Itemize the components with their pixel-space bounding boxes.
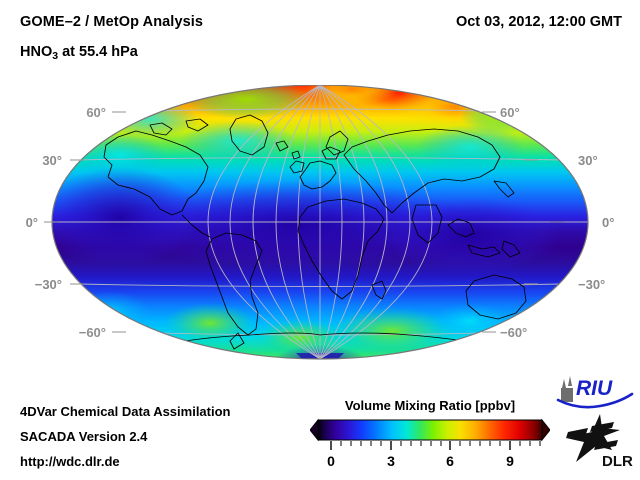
- colorbar-gradient: [317, 419, 543, 441]
- riu-tower-icon: [561, 376, 573, 402]
- website-url[interactable]: http://wdc.dlr.de: [20, 454, 120, 469]
- riu-swoosh-icon: [556, 392, 634, 409]
- lat-label-60-left: 60°: [86, 105, 106, 120]
- lat-label-minus30-right: −30°: [578, 277, 605, 292]
- colorbar-scale: 0 3 6 9: [310, 418, 550, 469]
- lat-label-0-right: 0°: [602, 215, 614, 230]
- dlr-mark-icon: [566, 414, 620, 462]
- colorbar-extend-min: [310, 418, 319, 442]
- lat-label-minus60-left: −60°: [79, 325, 106, 340]
- coastlines: [103, 114, 561, 359]
- species-altitude-label: HNO3 at 55.4 hPa: [20, 44, 138, 62]
- method-label: 4DVar Chemical Data Assimilation: [20, 404, 231, 419]
- graticule-meridians: [207, 85, 433, 359]
- page-title: GOME–2 / MetOp Analysis: [20, 14, 204, 30]
- world-map-panel: 30° 30° 0° 0° −30° −30° 60° 60° −60° −60…: [0, 85, 640, 385]
- lat-label-0-left: 0°: [26, 215, 38, 230]
- lat-label-30-right: 30°: [578, 153, 598, 168]
- lat-label-60-right: 60°: [500, 105, 520, 120]
- version-label: SACADA Version 2.4: [20, 429, 148, 444]
- colorbar-extend-max: [541, 418, 550, 442]
- mollweide-map: 30° 30° 0° 0° −30° −30° 60° 60° −60° −60…: [26, 85, 614, 360]
- colorbar-tick-label-9: 9: [506, 453, 514, 469]
- species-subscript: 3: [52, 50, 59, 62]
- lat-tick-marks: [44, 111, 564, 333]
- species-prefix: HNO: [20, 44, 53, 60]
- lat-label-minus60-right: −60°: [500, 325, 527, 340]
- datetime-label: Oct 03, 2012, 12:00 GMT: [455, 14, 622, 30]
- lat-label-30-left: 30°: [42, 153, 62, 168]
- colorbar: Volume Mixing Ratio [ppbv]: [310, 398, 550, 476]
- colorbar-title: Volume Mixing Ratio [ppbv]: [344, 398, 516, 413]
- dlr-logo: DLR: [566, 414, 633, 470]
- colorbar-major-ticks: [330, 441, 511, 450]
- riu-logo: RIU: [556, 376, 634, 409]
- colorbar-minor-ticks: [340, 441, 541, 446]
- colorbar-tick-label-6: 6: [446, 453, 454, 469]
- colorbar-tick-label-3: 3: [387, 453, 395, 469]
- colorbar-tick-label-0: 0: [327, 453, 335, 469]
- species-suffix: at 55.4 hPa: [58, 44, 138, 60]
- riu-logo-text: RIU: [576, 377, 613, 400]
- lat-label-minus30-left: −30°: [35, 277, 62, 292]
- dlr-logo-text: DLR: [602, 453, 633, 470]
